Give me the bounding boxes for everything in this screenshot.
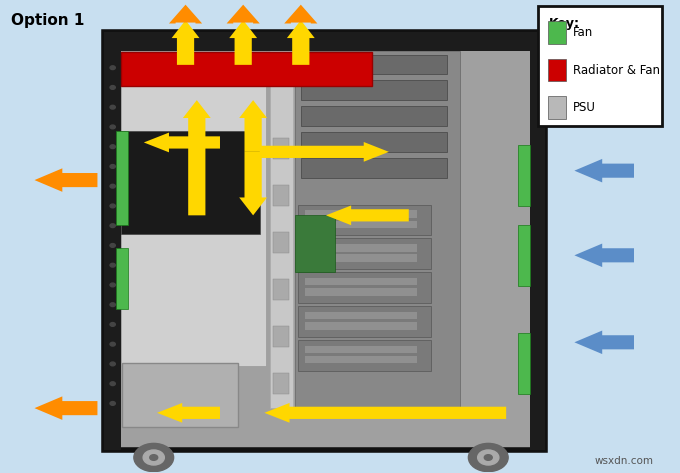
Bar xyxy=(518,145,530,206)
FancyArrow shape xyxy=(575,331,634,354)
Bar xyxy=(305,322,418,330)
FancyArrow shape xyxy=(284,5,318,24)
Circle shape xyxy=(110,125,116,129)
Circle shape xyxy=(110,303,116,307)
FancyArrow shape xyxy=(260,142,389,162)
FancyArrow shape xyxy=(287,20,315,65)
FancyArrow shape xyxy=(265,403,506,423)
Bar xyxy=(273,185,289,206)
FancyArrow shape xyxy=(143,132,220,152)
Bar xyxy=(104,32,120,450)
FancyArrow shape xyxy=(229,20,257,65)
Bar xyxy=(295,51,460,408)
Bar xyxy=(305,356,418,363)
Bar xyxy=(305,278,418,285)
Bar xyxy=(301,54,447,74)
Text: wsxdn.com: wsxdn.com xyxy=(595,456,654,466)
Circle shape xyxy=(150,455,158,460)
FancyArrow shape xyxy=(169,5,202,24)
Bar xyxy=(530,32,545,450)
Circle shape xyxy=(110,204,116,208)
Circle shape xyxy=(477,450,499,465)
Bar xyxy=(518,225,530,286)
Bar xyxy=(298,238,430,269)
Bar xyxy=(518,333,530,394)
Circle shape xyxy=(110,263,116,267)
FancyArrow shape xyxy=(157,403,220,423)
Bar xyxy=(305,210,418,218)
FancyArrow shape xyxy=(183,100,211,215)
Circle shape xyxy=(484,455,492,460)
Bar xyxy=(273,138,289,159)
Bar xyxy=(270,51,293,408)
Circle shape xyxy=(110,145,116,149)
Text: Radiator & Fan: Radiator & Fan xyxy=(573,63,660,77)
Circle shape xyxy=(110,86,116,89)
Circle shape xyxy=(110,244,116,247)
Bar xyxy=(305,244,418,252)
Circle shape xyxy=(110,224,116,228)
Circle shape xyxy=(110,165,116,168)
Bar xyxy=(301,158,447,178)
Bar xyxy=(104,32,545,450)
FancyArrow shape xyxy=(239,152,267,215)
Bar xyxy=(301,80,447,100)
Bar xyxy=(116,131,128,225)
Bar xyxy=(305,346,418,353)
Bar xyxy=(120,51,267,366)
Bar xyxy=(273,232,289,253)
FancyArrow shape xyxy=(575,244,634,267)
FancyArrow shape xyxy=(326,205,409,225)
Bar xyxy=(298,272,430,303)
Bar xyxy=(298,340,430,370)
Circle shape xyxy=(110,323,116,326)
Bar xyxy=(305,312,418,319)
Bar xyxy=(301,106,447,126)
Bar xyxy=(305,220,418,228)
Circle shape xyxy=(110,382,116,385)
Text: Fan: Fan xyxy=(573,26,594,39)
Circle shape xyxy=(110,342,116,346)
Bar xyxy=(548,21,566,44)
Circle shape xyxy=(110,402,116,405)
Bar xyxy=(104,32,545,51)
Bar xyxy=(122,363,238,427)
Text: Key:: Key: xyxy=(549,17,580,30)
Bar xyxy=(298,204,430,235)
Text: PSU: PSU xyxy=(573,101,596,114)
FancyBboxPatch shape xyxy=(538,6,662,126)
Bar xyxy=(120,131,260,234)
Bar xyxy=(298,306,430,337)
FancyArrow shape xyxy=(226,5,260,24)
Bar xyxy=(305,254,418,262)
Bar xyxy=(116,248,128,309)
FancyArrow shape xyxy=(35,168,97,192)
Circle shape xyxy=(110,283,116,287)
FancyArrow shape xyxy=(575,159,634,183)
Circle shape xyxy=(110,105,116,109)
Circle shape xyxy=(110,362,116,366)
FancyArrow shape xyxy=(171,20,199,65)
Circle shape xyxy=(469,443,508,472)
Bar xyxy=(301,132,447,152)
Bar xyxy=(548,59,566,81)
Bar xyxy=(295,215,335,272)
Bar xyxy=(273,279,289,300)
Bar xyxy=(273,326,289,347)
FancyArrow shape xyxy=(35,396,97,420)
Text: Option 1: Option 1 xyxy=(12,13,85,28)
FancyArrow shape xyxy=(239,100,267,152)
Bar xyxy=(548,96,566,119)
Circle shape xyxy=(110,184,116,188)
Bar xyxy=(273,373,289,394)
Circle shape xyxy=(143,450,165,465)
Bar xyxy=(305,288,418,296)
Circle shape xyxy=(110,66,116,70)
Bar xyxy=(120,52,373,86)
Circle shape xyxy=(134,443,173,472)
